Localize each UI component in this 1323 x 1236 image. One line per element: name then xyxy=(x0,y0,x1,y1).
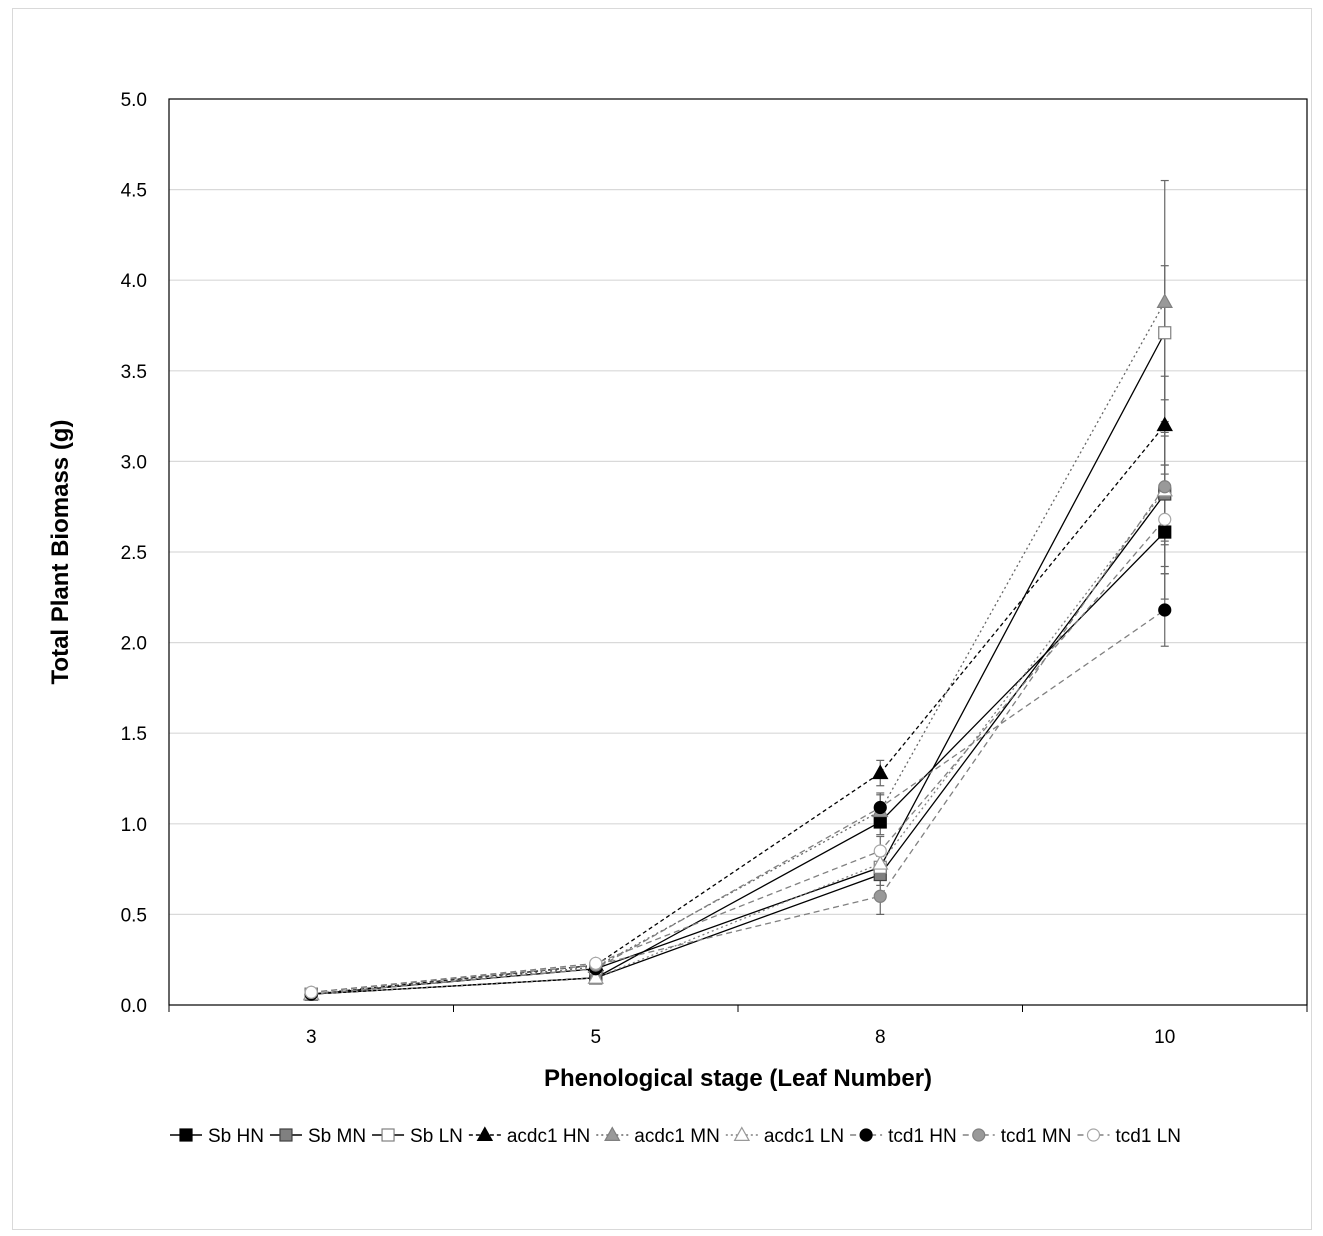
legend-item-acdc1-hn: acdc1 HN xyxy=(468,1126,590,1147)
point-acdc1-ln xyxy=(872,854,889,870)
legend-item-acdc1-mn: acdc1 MN xyxy=(596,1126,720,1147)
series-line-acdc1-ln xyxy=(311,489,1166,995)
legend-marker-sb-hn xyxy=(179,1128,193,1142)
y-axis-title: Total Plant Biomass (g) xyxy=(47,420,74,685)
point-acdc1-ln xyxy=(587,969,604,984)
legend-label-tcd1-hn: tcd1 HN xyxy=(888,1126,957,1147)
legend-marker-acdc1-hn xyxy=(476,1126,494,1142)
point-tcd1-mn xyxy=(873,889,887,903)
y-tick-label: 5.0 xyxy=(121,90,147,111)
legend-label-tcd1-ln: tcd1 LN xyxy=(1115,1126,1180,1147)
series-line-sb-mn xyxy=(311,493,1166,995)
legend-label-tcd1-mn: tcd1 MN xyxy=(1001,1126,1072,1147)
y-tick-label: 0.5 xyxy=(121,905,147,926)
point-sb-hn xyxy=(1158,525,1172,539)
legend-marker-sb-mn xyxy=(279,1128,293,1142)
legend-item-tcd1-mn: tcd1 MN xyxy=(962,1126,1072,1147)
y-tick-label: 2.0 xyxy=(121,634,147,655)
y-tick-label: 0.0 xyxy=(121,996,147,1017)
series-line-tcd1-hn xyxy=(311,609,1166,995)
series-line-sb-hn xyxy=(311,531,1166,995)
legend-item-sb-ln: Sb LN xyxy=(372,1126,463,1147)
y-axis-ticks: 0.0 0.5 1.0 1.5 2.0 2.5 3.0 3.5 4.0 4.5 5.0 xyxy=(121,90,147,1017)
legend: Sb HN Sb MN Sb LN acdc1 HN acdc1 MN acdc1 LN t… xyxy=(170,1126,1181,1147)
point-tcd1-ln xyxy=(304,985,318,999)
series-line-acdc1-hn xyxy=(311,424,1166,995)
gridlines xyxy=(169,189,1307,916)
point-tcd1-hn xyxy=(1158,603,1172,617)
point-tcd1-ln xyxy=(589,956,603,970)
x-tick-label: 8 xyxy=(875,1027,886,1048)
chart-frame xyxy=(12,8,1312,1230)
data-points xyxy=(303,293,1173,1001)
point-acdc1-hn xyxy=(1156,416,1173,432)
y-tick-label: 3.0 xyxy=(121,452,147,473)
point-acdc1-mn xyxy=(1156,293,1173,308)
legend-label-sb-mn: Sb MN xyxy=(308,1126,366,1147)
series-line-acdc1-mn xyxy=(311,301,1166,995)
y-tick-label: 1.0 xyxy=(121,815,147,836)
legend-marker-acdc1-ln xyxy=(733,1126,751,1142)
legend-item-tcd1-hn: tcd1 HN xyxy=(850,1126,957,1147)
legend-marker-acdc1-mn xyxy=(604,1126,621,1142)
point-tcd1-ln xyxy=(873,844,887,858)
legend-item-tcd1-ln: tcd1 LN xyxy=(1077,1126,1181,1147)
legend-label-acdc1-hn: acdc1 HN xyxy=(507,1126,590,1147)
legend-label-sb-hn: Sb HN xyxy=(208,1126,264,1147)
y-tick-label: 2.5 xyxy=(121,543,147,564)
legend-item-sb-mn: Sb MN xyxy=(269,1126,366,1147)
x-tick-label: 10 xyxy=(1154,1027,1175,1048)
legend-item-sb-hn: Sb HN xyxy=(170,1126,264,1147)
point-tcd1-hn xyxy=(873,800,887,815)
x-axis: 3 5 8 10 xyxy=(168,1005,1308,1048)
series-layer xyxy=(303,179,1173,1001)
y-tick-label: 1.5 xyxy=(121,724,147,745)
legend-item-acdc1-ln: acdc1 LN xyxy=(725,1126,844,1147)
legend-label-sb-ln: Sb LN xyxy=(410,1126,463,1147)
point-tcd1-mn xyxy=(1158,480,1172,494)
legend-marker-tcd1-mn xyxy=(972,1128,986,1142)
legend-marker-tcd1-ln xyxy=(1086,1128,1101,1142)
point-sb-ln xyxy=(1158,326,1172,340)
y-tick-label: 4.0 xyxy=(121,271,147,292)
legend-marker-tcd1-hn xyxy=(859,1128,873,1142)
legend-label-acdc1-mn: acdc1 MN xyxy=(634,1126,720,1147)
series-line-tcd1-mn xyxy=(311,486,1166,993)
x-tick-label: 5 xyxy=(590,1027,601,1048)
point-acdc1-hn xyxy=(872,764,889,780)
x-tick-label: 3 xyxy=(306,1027,317,1048)
y-tick-label: 4.5 xyxy=(121,181,147,202)
point-sb-hn xyxy=(873,815,887,829)
legend-marker-sb-ln xyxy=(381,1128,395,1142)
legend-label-acdc1-ln: acdc1 LN xyxy=(764,1126,844,1147)
x-axis-title: Phenological stage (Leaf Number) xyxy=(544,1065,932,1092)
point-tcd1-ln xyxy=(1158,512,1172,526)
y-tick-label: 3.5 xyxy=(121,362,147,383)
series-lines xyxy=(311,301,1166,995)
series-line-tcd1-ln xyxy=(311,518,1166,993)
